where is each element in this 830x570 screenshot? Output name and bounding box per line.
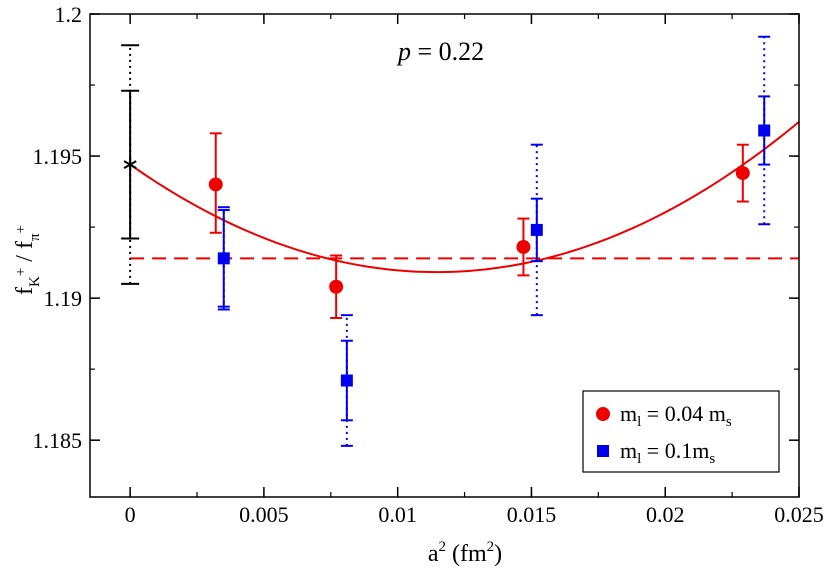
x-tick-label: 0.02 [646, 502, 685, 527]
legend-label-series-1: ml = 0.04 ms [620, 401, 732, 430]
y-axis-label: fK+ / fπ+ [12, 225, 43, 295]
blue-square-point [217, 252, 230, 265]
y-tick-label: 1.2 [55, 2, 83, 27]
legend-marker-blue-square [597, 445, 609, 457]
black-star-point [123, 160, 137, 169]
axes: 0 0.005 0.01 0.015 0.02 0.025 1.185 1.19 1.195 1.… [33, 2, 824, 527]
x-tick-label: 0.01 [378, 502, 417, 527]
x-tick-label: 0.025 [774, 502, 824, 527]
y-tick-label: 1.19 [44, 286, 83, 311]
blue-square-point [758, 124, 771, 137]
plot-frame [89, 13, 800, 498]
legend-box [582, 390, 780, 473]
x-tick-label: 0.015 [507, 502, 557, 527]
annotation-text: p = 0.22 [396, 37, 484, 66]
red-circle-point [735, 166, 750, 181]
data-points [121, 35, 771, 447]
legend-label-series-2: ml = 0.1ms [620, 438, 715, 467]
red-circle-point [329, 279, 344, 294]
legend: ml = 0.04 ms ml = 0.1ms [582, 390, 780, 473]
x-tick-label: 0.005 [239, 502, 289, 527]
red-circle-point [208, 177, 223, 192]
legend-marker-red-circle [596, 407, 610, 421]
blue-square-point [530, 223, 543, 236]
x-axis-label: a2 (fm2) [428, 539, 502, 567]
y-tick-label: 1.185 [33, 428, 83, 453]
blue-square-point [340, 374, 353, 387]
quadratic-fit-curve [129, 121, 800, 274]
x-tick-label: 0 [125, 502, 136, 527]
red-circle-point [516, 239, 531, 254]
fit-lines [129, 121, 800, 274]
y-tick-label: 1.195 [33, 144, 83, 169]
